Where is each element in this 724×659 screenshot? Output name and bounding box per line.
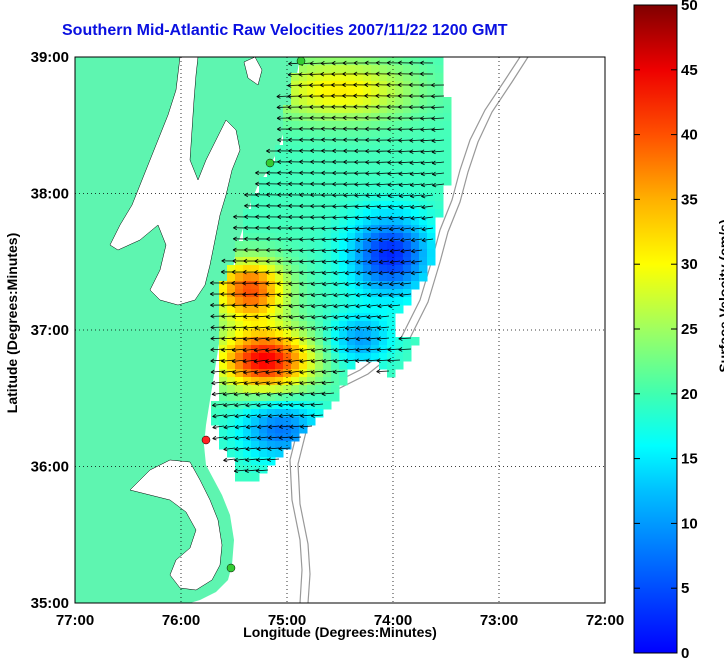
colorbar-tick-label: 50: [681, 0, 698, 14]
colorbar-tick-label: 30: [681, 256, 698, 273]
colorbar-tick-label: 25: [681, 321, 698, 338]
x-tick-labels: 77:00 76:00 75:00 74:00 73:00 72:00: [56, 612, 624, 629]
station-north-marker: [296, 56, 306, 66]
colorbar: [633, 4, 678, 654]
map-grid: [75, 57, 605, 603]
y-tick-label: 36:00: [31, 459, 69, 476]
pamlico-sound: [129, 459, 223, 591]
station-duck-marker: [201, 435, 211, 445]
colorbar-tick-label: 5: [681, 580, 689, 597]
delaware-bay: [243, 57, 263, 86]
y-tick-label: 39:00: [31, 49, 69, 66]
station-ocean-city-marker: [265, 158, 275, 168]
colorbar-tick-label: 45: [681, 62, 698, 79]
station-markers: [201, 56, 306, 573]
chesapeake-bay: [109, 57, 241, 306]
colorbar-tick-label: 10: [681, 515, 698, 532]
y-tick-label: 35:00: [31, 595, 69, 612]
x-tick-label: 75:00: [268, 612, 306, 629]
y-axis-label: Latitude (Degrees:Minutes): [4, 232, 20, 414]
x-tick-label: 73:00: [480, 612, 518, 629]
y-tick-label: 38:00: [31, 186, 69, 203]
x-axis-label: Longitude (Degrees:Minutes): [243, 624, 437, 640]
bathymetry-contours: [289, 57, 529, 603]
x-tick-label: 76:00: [162, 612, 200, 629]
colorbar-tick-label: 15: [681, 451, 698, 468]
x-tick-label: 74:00: [374, 612, 412, 629]
colorbar-tick-label: 20: [681, 386, 698, 403]
map-title: Southern Mid-Atlantic Raw Velocities 200…: [62, 22, 508, 39]
velocity-vectors: [209, 60, 445, 474]
colorbar-label: Surface Velocity (cm/s): [716, 219, 724, 373]
colorbar-tick-labels: 0 5 10 15 20 25 30 35 40 45 50: [634, 0, 698, 659]
x-tick-label: 72:00: [586, 612, 624, 629]
colorbar-tick-label: 0: [681, 645, 689, 659]
y-tick-labels: 39:00 38:00 37:00 36:00 35:00: [31, 49, 69, 612]
station-hatteras-marker: [226, 563, 236, 573]
colorbar-tick-label: 35: [681, 191, 698, 208]
y-tick-label: 37:00: [31, 322, 69, 339]
colorbar-tick-label: 40: [681, 127, 698, 144]
x-tick-label: 77:00: [56, 612, 94, 629]
map-frame: [74, 56, 606, 604]
